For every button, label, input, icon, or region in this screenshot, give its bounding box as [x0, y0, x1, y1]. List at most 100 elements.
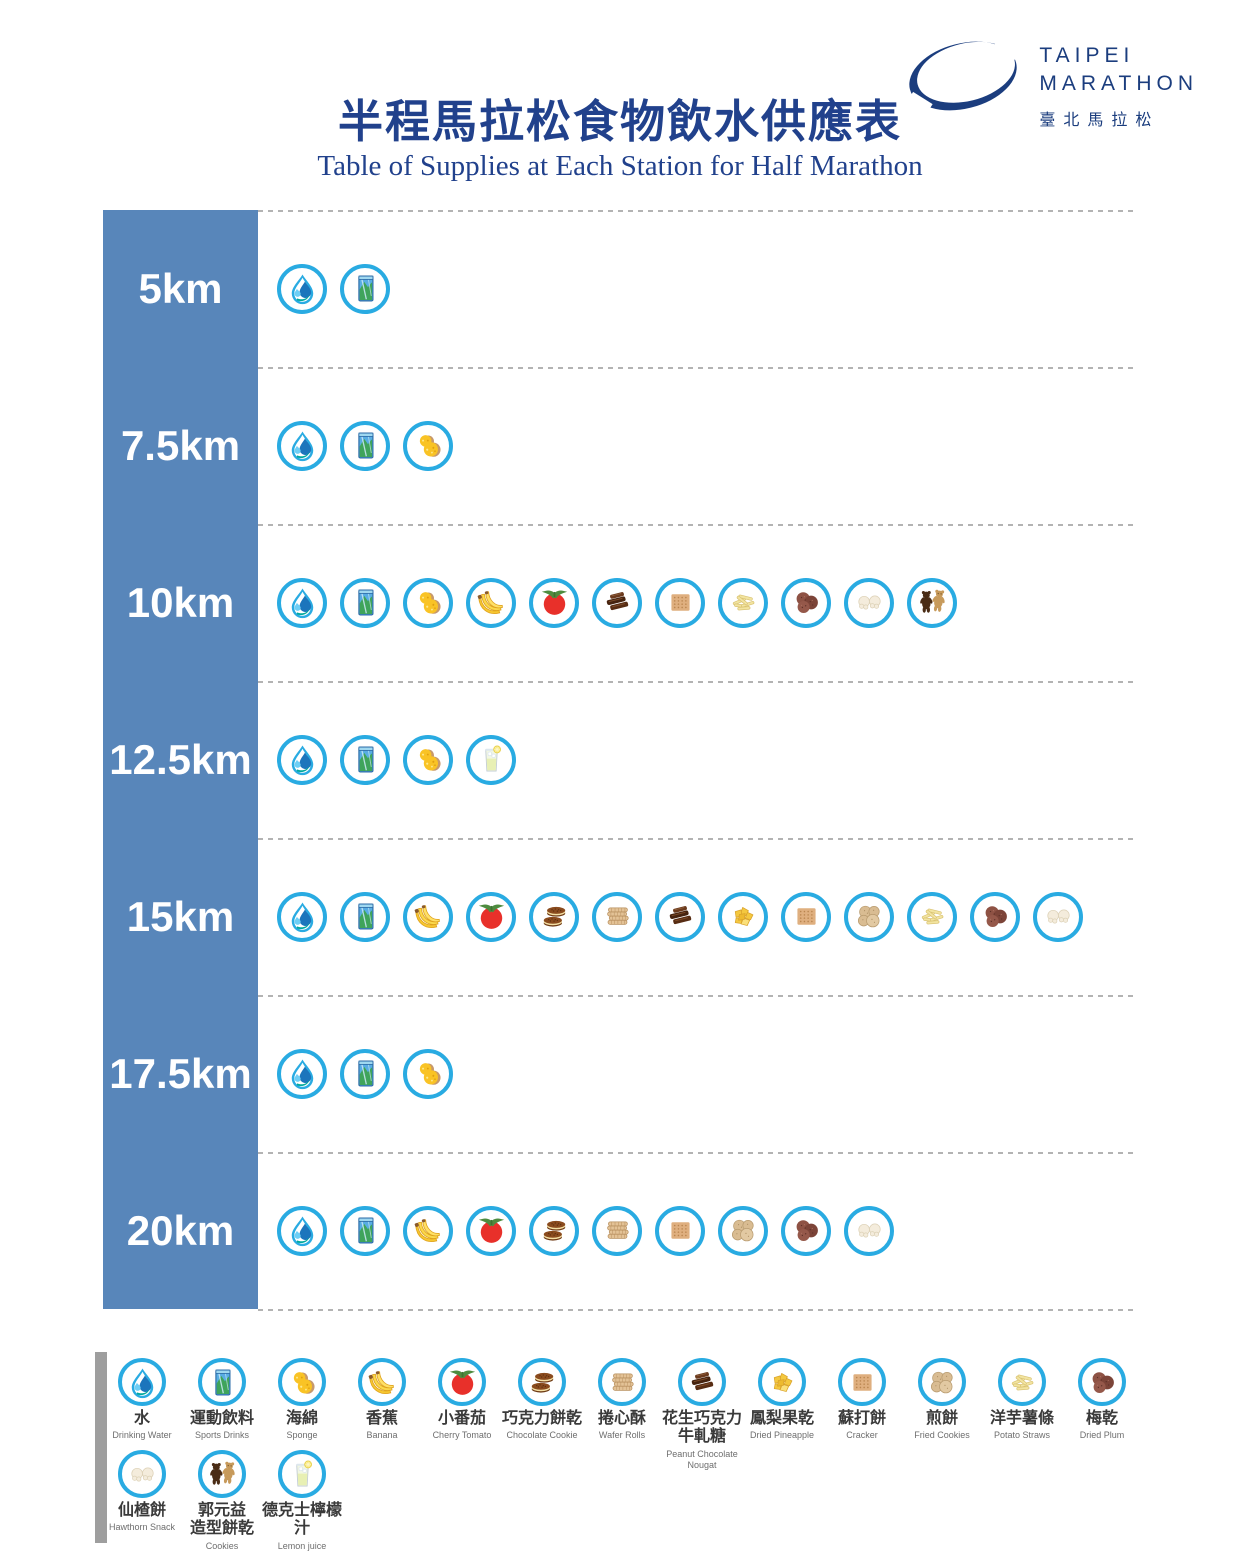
station-row-10km: 10km [103, 524, 1135, 681]
water-icon [277, 734, 327, 785]
fried-cookie-icon [718, 1205, 768, 1256]
legend-item-cherry-tomato: 小番茄 Cherry Tomato [422, 1358, 502, 1471]
legend-item-sports-drink: 運動飲料 Sports Drinks [182, 1358, 262, 1471]
bear-cookies-icon [907, 577, 957, 628]
table-bottom-divider [258, 1309, 1135, 1311]
station-row-7.5km: 7.5km [103, 367, 1135, 524]
chocolate-cookie-icon [529, 1205, 579, 1256]
station-row-15km: 15km [103, 838, 1135, 995]
legend-item-chocolate-cookie: 巧克力餅乾 Chocolate Cookie [502, 1358, 582, 1471]
legend-label-en: Sports Drinks [194, 1430, 249, 1441]
sports-drink-icon [340, 577, 390, 628]
legend-item-wafer-rolls: 捲心酥 Wafer Rolls [582, 1358, 662, 1471]
water-icon [277, 577, 327, 628]
legend-item-hawthorn: 仙楂餅 Hawthorn Snack [102, 1450, 182, 1552]
lemon-juice-icon [466, 734, 516, 785]
sports-drink-icon [340, 263, 390, 314]
dried-pineapple-icon [758, 1358, 806, 1406]
hawthorn-icon [118, 1450, 166, 1498]
legend-label-zh: 小番茄 [437, 1410, 486, 1427]
legend-label-zh: 巧克力餅乾 [502, 1410, 583, 1427]
legend-item-dried-plum: 梅乾 Dried Plum [1062, 1358, 1142, 1471]
legend-label-zh: 花生巧克力 牛軋糖 [662, 1410, 743, 1446]
station-row-5km: 5km [103, 210, 1135, 367]
logo-wordmark: TAIPEI MARATHON 臺北馬拉松 [1039, 42, 1198, 130]
potato-straws-icon [718, 577, 768, 628]
legend-label-zh: 水 [133, 1410, 150, 1427]
legend-label-en: Cracker [846, 1430, 878, 1441]
cracker-icon [655, 1205, 705, 1256]
chocolate-cookie-icon [518, 1358, 566, 1406]
legend-label-en: Sponge [286, 1430, 318, 1441]
legend-label-zh: 捲心酥 [597, 1410, 646, 1427]
potato-straws-icon [998, 1358, 1046, 1406]
page-subtitle: Table of Supplies at Each Station for Ha… [317, 149, 923, 182]
legend-item-nougat: 花生巧克力 牛軋糖 Peanut Chocolate Nougat [662, 1358, 742, 1471]
station-supplies [258, 681, 1135, 838]
station-supplies [258, 1152, 1135, 1309]
station-row-12.5km: 12.5km [103, 681, 1135, 838]
dried-plum-icon [781, 1205, 831, 1256]
legend-label-zh: 仙楂餅 [117, 1502, 166, 1519]
legend-item-banana: 香蕉 Banana [342, 1358, 422, 1471]
station-distance-label: 17.5km [109, 1049, 252, 1097]
water-icon [277, 263, 327, 314]
supplies-table: 5km 7.5km 10km 12.5km 15km 17.5km 20km [103, 210, 1135, 1311]
water-icon [118, 1358, 166, 1406]
logo-line-2: MARATHON [1039, 72, 1198, 96]
hawthorn-icon [844, 577, 894, 628]
banana-icon [403, 1205, 453, 1256]
sports-drink-icon [340, 1048, 390, 1099]
legend-label-en: Cherry Tomato [432, 1430, 492, 1441]
legend-label-en: Wafer Rolls [598, 1430, 646, 1441]
cracker-icon [781, 891, 831, 942]
lemon-juice-icon [278, 1450, 326, 1498]
legend-label-en: Banana [366, 1430, 398, 1441]
banana-icon [466, 577, 516, 628]
station-distance-label: 5km [138, 264, 223, 312]
legend-label-zh: 洋芋薯條 [989, 1410, 1054, 1427]
cracker-icon [838, 1358, 886, 1406]
legend-label-en: Cookies [205, 1540, 239, 1551]
legend-label-zh: 運動飲料 [189, 1410, 254, 1427]
station-supplies [258, 838, 1135, 995]
legend-row-1: 水 Drinking Water 運動飲料 Sports Drinks 海綿 Sponge… [102, 1358, 1142, 1471]
cherry-tomato-icon [529, 577, 579, 628]
sports-drink-icon [340, 420, 390, 471]
legend-item-fried-cookie: 煎餅 Fried Cookies [902, 1358, 982, 1471]
station-supplies [258, 995, 1135, 1152]
legend-label-en: Potato Straws [993, 1430, 1051, 1441]
wafer-rolls-icon [592, 891, 642, 942]
legend-label-en: Hawthorn Snack [108, 1522, 176, 1533]
station-distance-label: 10km [126, 578, 235, 626]
cracker-icon [655, 577, 705, 628]
fried-cookie-icon [844, 891, 894, 942]
bear-cookies-icon [198, 1450, 246, 1498]
sponge-icon [403, 1048, 453, 1099]
nougat-icon [655, 891, 705, 942]
legend-label-en: Dried Plum [1079, 1430, 1125, 1441]
wafer-rolls-icon [598, 1358, 646, 1406]
banana-icon [358, 1358, 406, 1406]
stations-table: 5km 7.5km 10km 12.5km 15km 17.5km 20km [103, 210, 1135, 1309]
legend-item-dried-pineapple: 鳳梨果乾 Dried Pineapple [742, 1358, 822, 1471]
station-supplies [258, 210, 1135, 367]
legend-item-sponge: 海綿 Sponge [262, 1358, 342, 1471]
legend-label-zh: 煎餅 [925, 1410, 958, 1427]
fried-cookie-icon [918, 1358, 966, 1406]
legend-label-en: Chocolate Cookie [506, 1430, 578, 1441]
dried-plum-icon [970, 891, 1020, 942]
legend-accent-bar [95, 1352, 107, 1543]
legend-label-zh: 梅乾 [1085, 1410, 1118, 1427]
nougat-icon [678, 1358, 726, 1406]
cherry-tomato-icon [466, 1205, 516, 1256]
wafer-rolls-icon [592, 1205, 642, 1256]
cherry-tomato-icon [438, 1358, 486, 1406]
hawthorn-icon [844, 1205, 894, 1256]
potato-straws-icon [907, 891, 957, 942]
legend-item-bear-cookies: 郭元益 造型餅乾 Cookies [182, 1450, 262, 1552]
legend-label-en: Fried Cookies [914, 1430, 970, 1441]
station-distance-label: 20km [126, 1206, 235, 1254]
legend-item-potato-straws: 洋芋薯條 Potato Straws [982, 1358, 1062, 1471]
water-icon [277, 1048, 327, 1099]
